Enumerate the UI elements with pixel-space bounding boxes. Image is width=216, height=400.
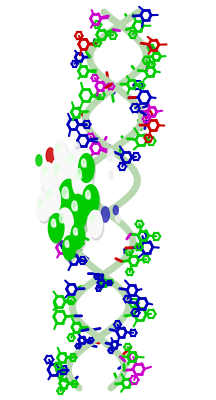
Circle shape	[54, 224, 56, 227]
Circle shape	[67, 244, 69, 247]
Circle shape	[50, 157, 71, 195]
Circle shape	[73, 228, 77, 235]
Circle shape	[39, 200, 43, 207]
Circle shape	[113, 206, 118, 215]
Circle shape	[51, 159, 72, 198]
Circle shape	[58, 170, 60, 175]
Circle shape	[75, 183, 79, 189]
Circle shape	[46, 148, 54, 163]
Circle shape	[57, 210, 75, 242]
Circle shape	[109, 171, 113, 179]
Circle shape	[79, 174, 82, 179]
Circle shape	[88, 210, 102, 238]
Circle shape	[89, 213, 104, 240]
Circle shape	[76, 168, 81, 179]
Circle shape	[86, 190, 90, 199]
Circle shape	[62, 187, 68, 198]
Circle shape	[51, 219, 56, 227]
Circle shape	[48, 214, 64, 242]
Circle shape	[54, 140, 67, 164]
Circle shape	[75, 207, 78, 211]
Circle shape	[38, 198, 51, 223]
Circle shape	[54, 164, 60, 175]
Circle shape	[84, 164, 86, 167]
Circle shape	[50, 216, 65, 245]
Circle shape	[72, 201, 77, 211]
Circle shape	[42, 185, 46, 192]
Circle shape	[46, 172, 47, 175]
Circle shape	[58, 179, 80, 221]
Circle shape	[83, 185, 99, 215]
Circle shape	[57, 192, 61, 201]
Circle shape	[56, 208, 73, 240]
Circle shape	[107, 149, 114, 161]
Circle shape	[79, 154, 94, 182]
Circle shape	[74, 142, 80, 153]
Circle shape	[46, 186, 52, 196]
Circle shape	[71, 223, 85, 249]
Circle shape	[116, 214, 121, 223]
Circle shape	[62, 219, 65, 223]
Circle shape	[49, 202, 55, 214]
Circle shape	[66, 205, 73, 217]
Circle shape	[91, 216, 95, 223]
Circle shape	[40, 162, 55, 190]
Circle shape	[88, 191, 92, 198]
Circle shape	[56, 144, 60, 151]
Circle shape	[43, 168, 47, 175]
Circle shape	[43, 184, 60, 216]
Circle shape	[93, 220, 95, 223]
Circle shape	[59, 182, 82, 223]
Circle shape	[89, 196, 91, 199]
Circle shape	[81, 159, 86, 167]
Circle shape	[72, 162, 92, 198]
Circle shape	[36, 155, 42, 166]
Circle shape	[49, 195, 52, 199]
Circle shape	[41, 204, 43, 207]
Circle shape	[79, 188, 87, 201]
Circle shape	[62, 191, 70, 206]
Circle shape	[65, 240, 69, 247]
Circle shape	[84, 187, 100, 218]
Circle shape	[70, 197, 89, 232]
Circle shape	[44, 186, 62, 218]
Circle shape	[36, 195, 50, 221]
Circle shape	[46, 190, 51, 199]
Circle shape	[91, 191, 98, 204]
Circle shape	[64, 238, 77, 262]
Circle shape	[67, 151, 83, 182]
Circle shape	[76, 232, 78, 235]
Circle shape	[80, 156, 95, 185]
Circle shape	[82, 158, 89, 171]
Circle shape	[55, 142, 68, 166]
Circle shape	[59, 148, 60, 151]
Circle shape	[72, 226, 86, 251]
Circle shape	[68, 154, 73, 163]
Circle shape	[68, 194, 87, 230]
Circle shape	[73, 164, 93, 201]
Circle shape	[101, 207, 109, 222]
Circle shape	[71, 160, 73, 163]
Circle shape	[63, 236, 76, 260]
Circle shape	[41, 165, 56, 192]
Circle shape	[59, 214, 64, 223]
Circle shape	[65, 149, 82, 179]
Circle shape	[66, 194, 69, 199]
Circle shape	[83, 156, 90, 168]
